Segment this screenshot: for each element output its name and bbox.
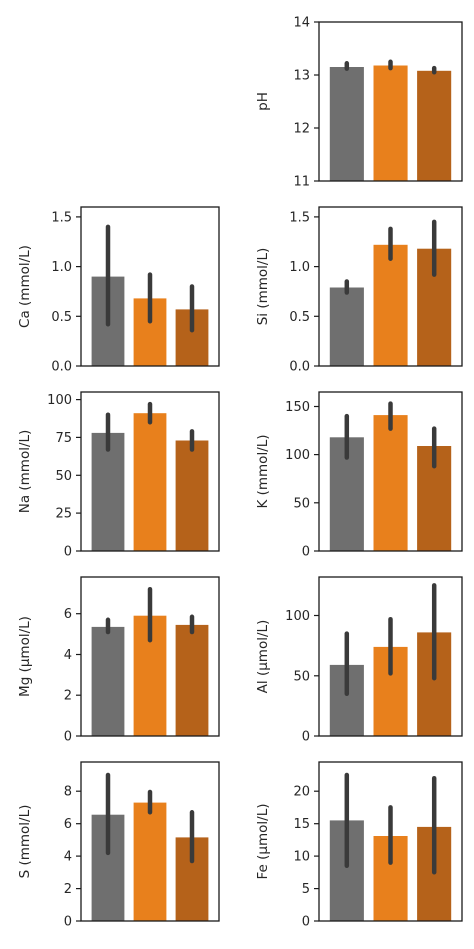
bar-ph-1 [329, 67, 364, 181]
axes-frame-ph [318, 21, 463, 182]
ytick-label-s-0: 0 [64, 915, 72, 930]
ytick-label-ph-2: 13 [293, 69, 310, 84]
ytick-label-ca-1: 0.5 [51, 310, 72, 325]
ytick-label-fe-0: 0 [302, 915, 310, 930]
ylabel-na: Na (mmol/L) [17, 430, 33, 514]
bar-na-3 [175, 440, 209, 551]
bar-si-1 [329, 287, 364, 366]
ytick-label-al-0: 0 [302, 730, 310, 745]
panel-ca: 0.0 0.5 1.0 1.5 Ca (mmol/L) [17, 206, 220, 375]
ytick-label-mg-0: 0 [64, 730, 72, 745]
ytick-label-na-4: 100 [47, 393, 72, 408]
axes-frame-fe [318, 761, 463, 922]
ylabel-mg: Mg (µmol/L) [17, 616, 33, 697]
ytick-label-si-0: 0.0 [289, 360, 310, 375]
ylabel-ph: pH [255, 92, 271, 111]
bar-mg-3 [175, 624, 209, 736]
ytick-label-k-3: 150 [285, 400, 310, 415]
panel-s: 0 2 4 6 8 S (mmol/L) [17, 761, 220, 930]
ytick-label-al-1: 50 [293, 669, 310, 684]
axes-frame-s [80, 761, 220, 922]
bar-na-1 [91, 432, 125, 551]
ytick-label-s-2: 4 [64, 850, 72, 865]
ytick-label-mg-3: 6 [64, 607, 72, 622]
ytick-label-k-0: 0 [302, 545, 310, 560]
ytick-label-si-2: 1.0 [289, 260, 310, 275]
axes-frame-ca [80, 206, 220, 367]
ylabel-k: K (mmol/L) [255, 434, 271, 508]
bar-na-2 [133, 413, 167, 551]
ytick-label-si-1: 0.5 [289, 310, 310, 325]
ytick-label-ca-0: 0.0 [51, 360, 72, 375]
panel-si: 0.0 0.5 1.0 1.5 Si (mmol/L) [255, 206, 463, 375]
ytick-label-ca-3: 1.5 [51, 210, 72, 225]
ytick-label-k-2: 100 [285, 448, 310, 463]
bar-ph-2 [373, 65, 408, 181]
ytick-label-ph-1: 12 [293, 122, 310, 137]
ylabel-s: S (mmol/L) [17, 805, 33, 879]
panel-ph: 11 12 13 14 pH [255, 16, 463, 190]
ytick-label-fe-1: 5 [302, 882, 310, 897]
bar-ph-3 [417, 70, 452, 181]
ytick-label-na-3: 75 [55, 431, 72, 446]
ytick-label-ca-2: 1.0 [51, 260, 72, 275]
axes-frame-na [80, 391, 220, 552]
ylabel-al: Al (µmol/L) [255, 620, 271, 694]
ytick-label-na-2: 50 [55, 469, 72, 484]
ylabel-ca: Ca (mmol/L) [17, 245, 33, 328]
ytick-label-s-4: 8 [64, 785, 72, 800]
axes-frame-si [318, 206, 463, 367]
panel-al: 0 50 100 Al (µmol/L) [255, 576, 463, 745]
panel-mg: 0 2 4 6 Mg (µmol/L) [17, 576, 220, 745]
ytick-label-fe-3: 15 [293, 817, 310, 832]
ytick-label-na-0: 0 [64, 545, 72, 560]
ytick-label-k-1: 50 [293, 496, 310, 511]
ytick-label-s-3: 6 [64, 817, 72, 832]
panel-na: 0 25 50 75 100 Na (mmol/L) [17, 391, 220, 560]
axes-frame-k [318, 391, 463, 552]
bar-s-2 [133, 802, 167, 921]
ytick-label-s-1: 2 [64, 882, 72, 897]
ytick-label-mg-2: 4 [64, 648, 72, 663]
ylabel-fe: Fe (µmol/L) [255, 804, 271, 880]
ytick-label-fe-2: 10 [293, 850, 310, 865]
ytick-label-ph-3: 14 [293, 16, 310, 31]
panel-k: 0 50 100 150 K (mmol/L) [255, 391, 463, 560]
ytick-label-mg-1: 2 [64, 689, 72, 704]
bar-si-2 [373, 244, 408, 366]
ytick-label-na-1: 25 [55, 507, 72, 522]
ylabel-si: Si (mmol/L) [255, 248, 271, 326]
axes-frame-mg [80, 576, 220, 737]
bar-k-2 [373, 415, 408, 551]
ytick-label-si-3: 1.5 [289, 210, 310, 225]
bar-mg-1 [91, 626, 125, 736]
ytick-label-al-2: 100 [285, 609, 310, 624]
ytick-label-ph-0: 11 [293, 175, 310, 190]
panel-fe: 0 5 10 15 20 Fe (µmol/L) [255, 761, 463, 930]
axes-frame-al [318, 576, 463, 737]
ytick-label-fe-4: 20 [293, 785, 310, 800]
